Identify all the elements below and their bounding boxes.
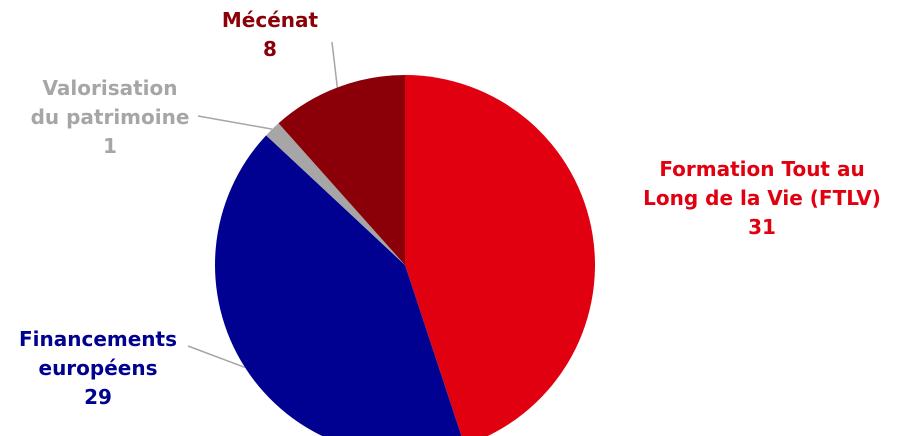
slice-mecenat: [278, 75, 405, 265]
label-valorisation-value: 1: [103, 134, 117, 158]
label-ftlv-value: 31: [748, 215, 776, 239]
label-valorisation-patrimoine: Valorisation du patrimoine 1: [20, 74, 200, 161]
leader-line-valorisation: [197, 115, 273, 130]
slice-ftlv: [405, 75, 595, 436]
label-mecenat-line-1: Mécénat: [221, 8, 319, 32]
label-financements-value: 29: [84, 385, 112, 409]
label-financements-line-1: Financements: [18, 327, 178, 351]
label-mecenat-value: 8: [263, 37, 277, 61]
label-ftlv-line-1: Formation Tout au: [659, 157, 865, 181]
label-financements-line-2: européens: [38, 356, 158, 380]
label-mecenat: Mécénat 8: [200, 6, 340, 64]
pie-slices: [215, 75, 595, 436]
leader-lines: [187, 41, 339, 369]
leader-line-mecenat: [331, 41, 339, 88]
label-ftlv: Formation Tout au Long de la Vie (FTLV) …: [612, 155, 899, 242]
label-ftlv-line-2: Long de la Vie (FTLV): [643, 186, 881, 210]
slice-valorisation-patrimoine: [266, 123, 405, 265]
label-valorisation-line-2: du patrimoine: [30, 105, 190, 129]
label-financements-europeens: Financements européens 29: [0, 325, 196, 412]
slice-financements-europeens: [215, 135, 462, 436]
leader-line-financements: [187, 345, 246, 369]
label-valorisation-line-1: Valorisation: [42, 76, 178, 100]
